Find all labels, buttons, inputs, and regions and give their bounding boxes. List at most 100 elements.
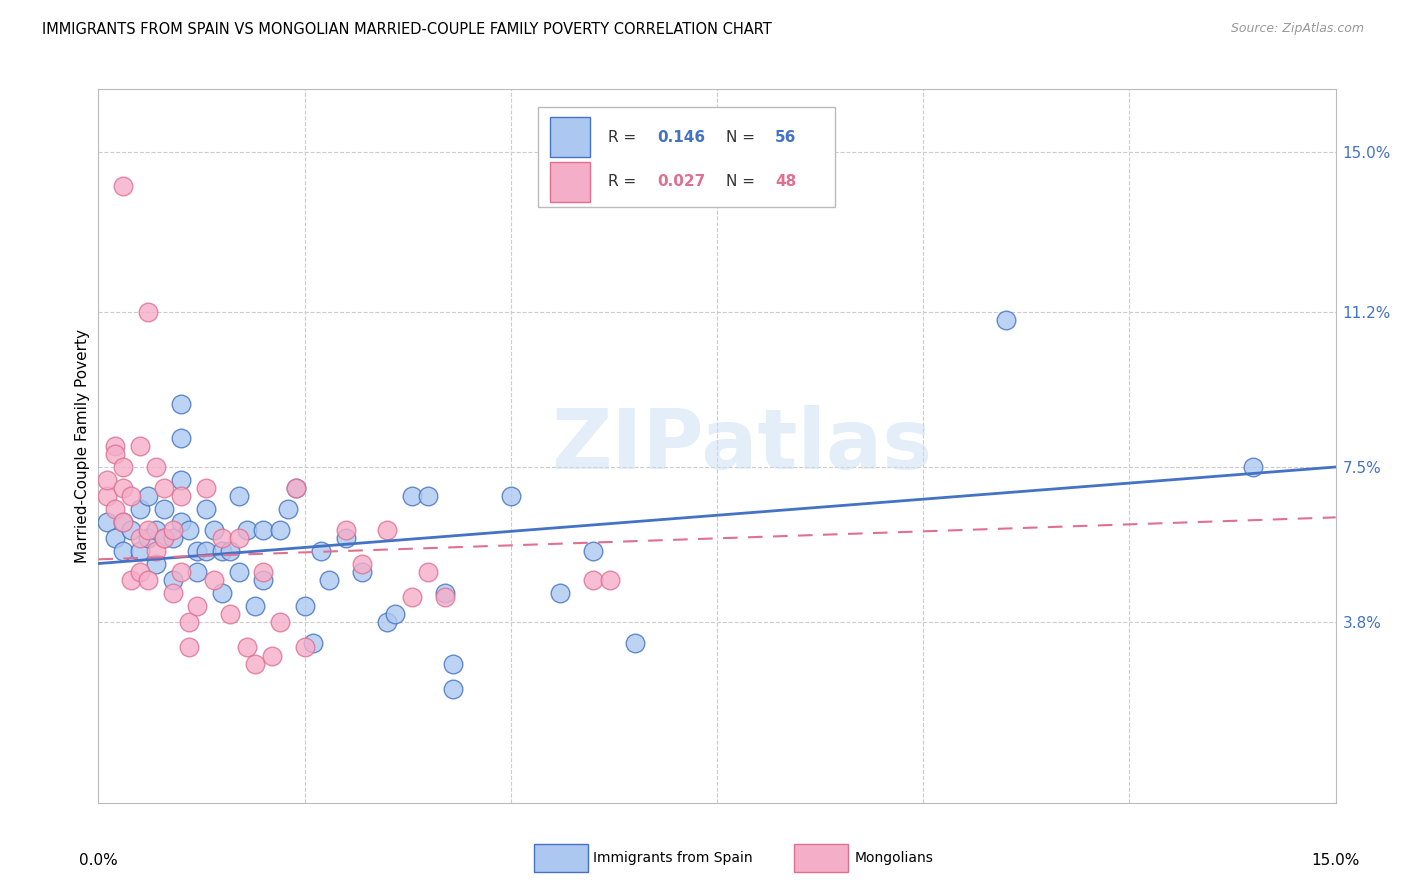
Point	[335, 523, 357, 537]
Point	[285, 481, 308, 495]
Point	[170, 489, 193, 503]
Point	[599, 574, 621, 588]
Bar	[550, 162, 589, 202]
Point	[433, 590, 456, 604]
Point	[112, 460, 135, 475]
Point	[582, 544, 605, 558]
Point	[112, 544, 135, 558]
Point	[153, 532, 176, 546]
Point	[219, 607, 242, 621]
Point	[228, 489, 250, 503]
Point	[418, 489, 440, 503]
Point	[104, 439, 127, 453]
Text: ZIPatlas: ZIPatlas	[551, 406, 932, 486]
Point	[120, 523, 142, 537]
Point	[550, 586, 572, 600]
Point	[309, 544, 332, 558]
Point	[112, 178, 135, 193]
Point	[153, 481, 176, 495]
Point	[170, 473, 193, 487]
Point	[145, 460, 167, 475]
Point	[96, 473, 118, 487]
Point	[401, 590, 423, 604]
Point	[170, 431, 193, 445]
Point	[186, 565, 208, 579]
Point	[228, 565, 250, 579]
Point	[128, 502, 150, 516]
Point	[194, 502, 217, 516]
Point	[202, 574, 225, 588]
Point	[186, 599, 208, 613]
Point	[375, 615, 398, 630]
Point	[335, 532, 357, 546]
Point	[96, 515, 118, 529]
Text: 0.146: 0.146	[658, 129, 706, 145]
Text: R =: R =	[609, 175, 641, 189]
Point	[136, 304, 159, 318]
Point	[186, 544, 208, 558]
Point	[104, 502, 127, 516]
Point	[994, 313, 1017, 327]
Point	[211, 586, 233, 600]
Point	[219, 544, 242, 558]
Point	[170, 515, 193, 529]
Point	[128, 565, 150, 579]
Point	[623, 636, 645, 650]
Point	[179, 523, 201, 537]
Point	[136, 532, 159, 546]
Point	[285, 481, 308, 495]
Text: 0.027: 0.027	[658, 175, 706, 189]
Point	[352, 557, 374, 571]
Point	[194, 481, 217, 495]
Point	[277, 502, 299, 516]
Point	[145, 544, 167, 558]
Point	[112, 515, 135, 529]
Point	[128, 439, 150, 453]
Point	[179, 615, 201, 630]
Text: Source: ZipAtlas.com: Source: ZipAtlas.com	[1230, 22, 1364, 36]
Text: R =: R =	[609, 129, 641, 145]
Point	[441, 682, 464, 697]
Point	[145, 557, 167, 571]
Point	[228, 532, 250, 546]
Point	[441, 657, 464, 672]
Point	[120, 574, 142, 588]
Point	[252, 523, 274, 537]
Point	[260, 648, 283, 663]
Point	[318, 574, 340, 588]
Point	[211, 544, 233, 558]
Point	[236, 640, 259, 655]
Point	[136, 574, 159, 588]
Point	[162, 523, 184, 537]
Text: Mongolians: Mongolians	[855, 851, 934, 865]
Point	[375, 523, 398, 537]
Point	[352, 565, 374, 579]
Point	[162, 586, 184, 600]
Point	[153, 502, 176, 516]
Point	[104, 532, 127, 546]
Point	[252, 574, 274, 588]
Point	[145, 523, 167, 537]
Text: 48: 48	[775, 175, 796, 189]
Text: 56: 56	[775, 129, 797, 145]
Point	[136, 523, 159, 537]
Point	[582, 574, 605, 588]
Point	[112, 515, 135, 529]
Point	[112, 481, 135, 495]
Point	[211, 532, 233, 546]
Point	[243, 657, 266, 672]
Bar	[550, 118, 589, 157]
Point	[401, 489, 423, 503]
Point	[243, 599, 266, 613]
Point	[162, 532, 184, 546]
Point	[128, 544, 150, 558]
Point	[499, 489, 522, 503]
Point	[136, 489, 159, 503]
Point	[236, 523, 259, 537]
Y-axis label: Married-Couple Family Poverty: Married-Couple Family Poverty	[75, 329, 90, 563]
Text: 15.0%: 15.0%	[1312, 853, 1360, 868]
Point	[384, 607, 406, 621]
Point	[96, 489, 118, 503]
Point	[302, 636, 325, 650]
Point	[120, 489, 142, 503]
